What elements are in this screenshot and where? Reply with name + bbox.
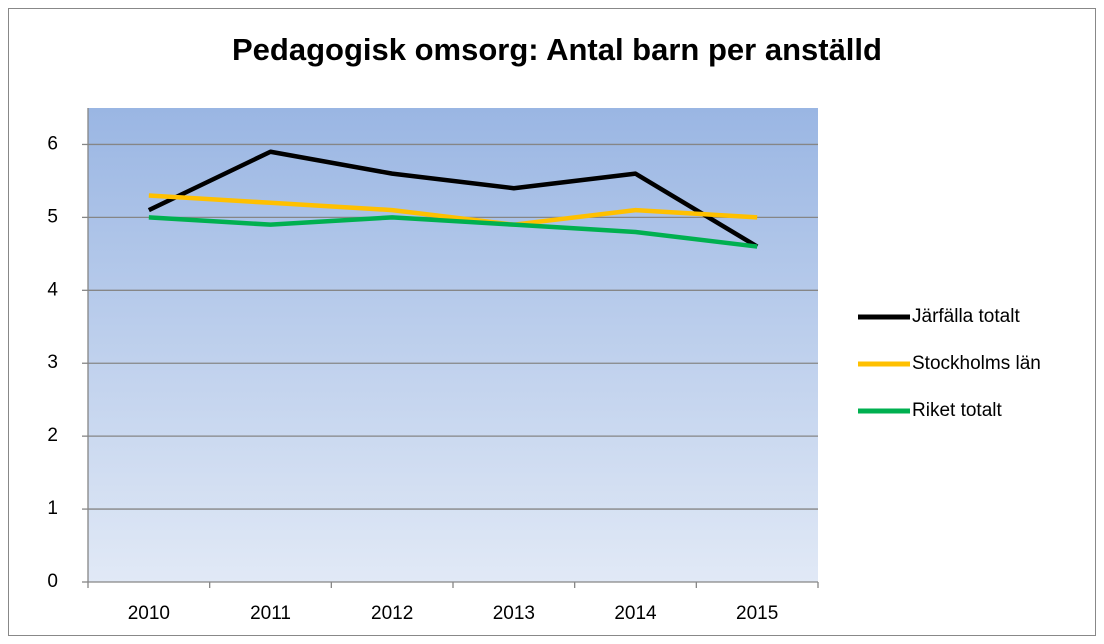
- x-tick-label: 2015: [736, 603, 778, 624]
- series-line: [148, 193, 758, 227]
- x-tick-label: 2013: [493, 603, 535, 624]
- x-tick-label: 2011: [250, 603, 291, 624]
- legend-label: Riket totalt: [912, 400, 1002, 421]
- legend-label: Järfälla totalt: [912, 306, 1020, 327]
- y-tick-label: 2: [47, 425, 58, 446]
- x-tick-label: 2014: [614, 603, 657, 624]
- plot-area: [88, 108, 818, 582]
- y-tick-label: 0: [47, 571, 58, 592]
- y-tick-label: 5: [47, 206, 58, 227]
- x-tick-label: 2012: [371, 603, 413, 624]
- series-line: [148, 215, 758, 249]
- y-tick-label: 3: [47, 352, 58, 373]
- y-tick-label: 6: [47, 133, 58, 154]
- legend-label: Stockholms län: [912, 353, 1041, 374]
- y-tick-label: 4: [47, 279, 58, 300]
- y-tick-label: 1: [47, 498, 58, 519]
- chart-title: Pedagogisk omsorg: Antal barn per anstäl…: [232, 32, 882, 67]
- series-line: [147, 149, 759, 249]
- x-tick-label: 2010: [128, 603, 170, 624]
